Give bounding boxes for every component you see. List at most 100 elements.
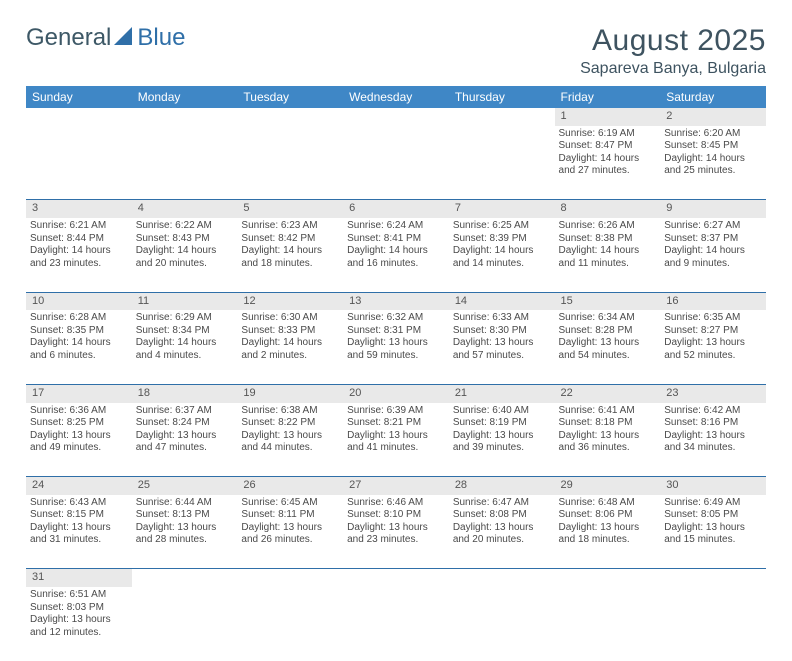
sunset-text: Sunset: 8:45 PM [664,140,762,153]
day-cell: Sunrise: 6:48 AMSunset: 8:06 PMDaylight:… [555,495,661,569]
day-number-row: 31 [26,569,766,587]
day-number: 15 [555,292,661,310]
day-number: 23 [660,384,766,402]
day-cell: Sunrise: 6:32 AMSunset: 8:31 PMDaylight:… [343,310,449,384]
day1-text: Daylight: 13 hours [664,522,762,535]
sunrise-text: Sunrise: 6:49 AM [664,497,762,510]
day1-text: Daylight: 13 hours [453,430,551,443]
day2-text: and 41 minutes. [347,442,445,455]
location: Sapareva Banya, Bulgaria [580,60,766,78]
day2-text: and 18 minutes. [559,534,657,547]
sunset-text: Sunset: 8:31 PM [347,325,445,338]
day-number: 20 [343,384,449,402]
sunrise-text: Sunrise: 6:32 AM [347,312,445,325]
day1-text: Daylight: 14 hours [559,245,657,258]
day-cell: Sunrise: 6:34 AMSunset: 8:28 PMDaylight:… [555,310,661,384]
sunset-text: Sunset: 8:06 PM [559,509,657,522]
day-cell [26,126,132,200]
day-number: 19 [237,384,343,402]
day2-text: and 23 minutes. [30,258,128,271]
day-cell [660,587,766,661]
sunset-text: Sunset: 8:24 PM [136,417,234,430]
day-cell [237,126,343,200]
day-content-row: Sunrise: 6:28 AMSunset: 8:35 PMDaylight:… [26,310,766,384]
day1-text: Daylight: 14 hours [559,153,657,166]
day-cell: Sunrise: 6:29 AMSunset: 8:34 PMDaylight:… [132,310,238,384]
day-cell [555,587,661,661]
sunrise-text: Sunrise: 6:26 AM [559,220,657,233]
day-cell [237,587,343,661]
sunrise-text: Sunrise: 6:36 AM [30,405,128,418]
sunrise-text: Sunrise: 6:30 AM [241,312,339,325]
day-content-row: Sunrise: 6:43 AMSunset: 8:15 PMDaylight:… [26,495,766,569]
day1-text: Daylight: 13 hours [30,614,128,627]
day-number: 21 [449,384,555,402]
day1-text: Daylight: 13 hours [664,430,762,443]
sunrise-text: Sunrise: 6:22 AM [136,220,234,233]
day2-text: and 12 minutes. [30,627,128,640]
day1-text: Daylight: 13 hours [241,522,339,535]
sunset-text: Sunset: 8:22 PM [241,417,339,430]
day-content-row: Sunrise: 6:19 AMSunset: 8:47 PMDaylight:… [26,126,766,200]
day-number: 12 [237,292,343,310]
day-content-row: Sunrise: 6:21 AMSunset: 8:44 PMDaylight:… [26,218,766,292]
sunrise-text: Sunrise: 6:20 AM [664,128,762,141]
sunset-text: Sunset: 8:28 PM [559,325,657,338]
day1-text: Daylight: 14 hours [136,337,234,350]
day-cell: Sunrise: 6:37 AMSunset: 8:24 PMDaylight:… [132,403,238,477]
sunset-text: Sunset: 8:38 PM [559,233,657,246]
day-number: 8 [555,200,661,218]
day-cell: Sunrise: 6:47 AMSunset: 8:08 PMDaylight:… [449,495,555,569]
sunset-text: Sunset: 8:05 PM [664,509,762,522]
day-cell: Sunrise: 6:19 AMSunset: 8:47 PMDaylight:… [555,126,661,200]
weekday-header: Wednesday [343,86,449,108]
sunrise-text: Sunrise: 6:25 AM [453,220,551,233]
day2-text: and 18 minutes. [241,258,339,271]
day-cell: Sunrise: 6:24 AMSunset: 8:41 PMDaylight:… [343,218,449,292]
sunrise-text: Sunrise: 6:27 AM [664,220,762,233]
day-number-row: 12 [26,108,766,126]
day2-text: and 2 minutes. [241,350,339,363]
day2-text: and 36 minutes. [559,442,657,455]
day1-text: Daylight: 13 hours [30,522,128,535]
day-number [132,108,238,126]
sunset-text: Sunset: 8:44 PM [30,233,128,246]
day-cell: Sunrise: 6:38 AMSunset: 8:22 PMDaylight:… [237,403,343,477]
day2-text: and 54 minutes. [559,350,657,363]
sunrise-text: Sunrise: 6:35 AM [664,312,762,325]
day-number [343,108,449,126]
day1-text: Daylight: 14 hours [664,245,762,258]
day-cell [343,587,449,661]
day1-text: Daylight: 13 hours [347,337,445,350]
sunset-text: Sunset: 8:13 PM [136,509,234,522]
day-number: 28 [449,477,555,495]
day-number: 5 [237,200,343,218]
day-number: 30 [660,477,766,495]
day-cell: Sunrise: 6:45 AMSunset: 8:11 PMDaylight:… [237,495,343,569]
day-cell [343,126,449,200]
day-number: 7 [449,200,555,218]
day-number [555,569,661,587]
day-number: 10 [26,292,132,310]
day2-text: and 15 minutes. [664,534,762,547]
day-number: 3 [26,200,132,218]
brand-logo: General Blue [26,24,185,52]
day1-text: Daylight: 14 hours [347,245,445,258]
sunset-text: Sunset: 8:33 PM [241,325,339,338]
day2-text: and 25 minutes. [664,165,762,178]
day2-text: and 39 minutes. [453,442,551,455]
day-number: 2 [660,108,766,126]
day2-text: and 34 minutes. [664,442,762,455]
sunset-text: Sunset: 8:10 PM [347,509,445,522]
day2-text: and 57 minutes. [453,350,551,363]
sunrise-text: Sunrise: 6:39 AM [347,405,445,418]
sunset-text: Sunset: 8:41 PM [347,233,445,246]
sunset-text: Sunset: 8:15 PM [30,509,128,522]
day2-text: and 20 minutes. [453,534,551,547]
day-content-row: Sunrise: 6:51 AMSunset: 8:03 PMDaylight:… [26,587,766,661]
day-number: 18 [132,384,238,402]
day-cell: Sunrise: 6:44 AMSunset: 8:13 PMDaylight:… [132,495,238,569]
sunset-text: Sunset: 8:43 PM [136,233,234,246]
day2-text: and 6 minutes. [30,350,128,363]
day-cell: Sunrise: 6:40 AMSunset: 8:19 PMDaylight:… [449,403,555,477]
